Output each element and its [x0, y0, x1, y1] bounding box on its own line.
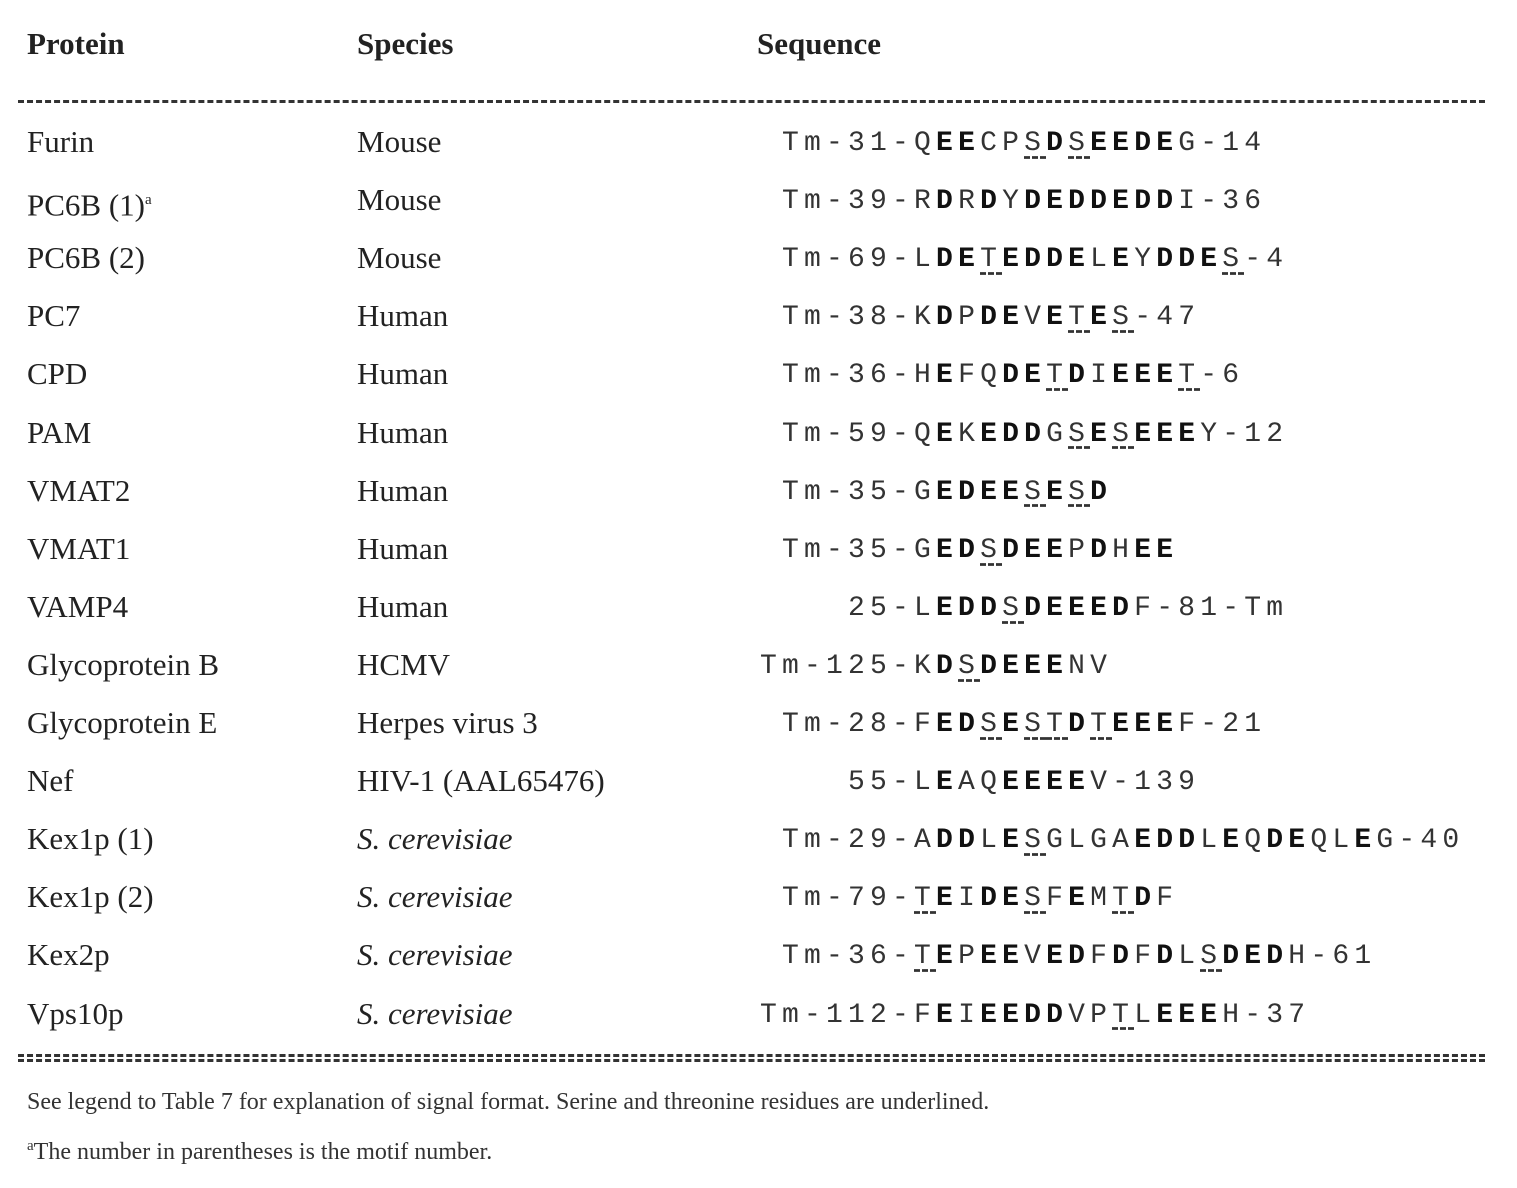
sequence: Tm-36-TEPEEVEDFDFDLSDEDH-61	[782, 939, 1376, 975]
protein: Vps10p	[27, 996, 123, 1031]
protein-cell: PC7	[27, 298, 80, 334]
sequence: Tm-125-KDSDEEENV	[760, 649, 1112, 685]
protein: PC6B (2)	[27, 240, 145, 275]
footnote-text: The number in parentheses is the motif n…	[34, 1139, 493, 1165]
sequence: 25-LEDDSDEEEDF-81-Tm	[848, 591, 1288, 627]
footnote: aThe number in parentheses is the motif …	[27, 1128, 492, 1170]
sequence: Tm-39-RDRDYDEDDEDDI-36	[782, 184, 1266, 220]
sequence: Tm-38-KDPDEVETES-47	[782, 300, 1200, 336]
species: S. cerevisiae	[357, 821, 513, 857]
species: S. cerevisiae	[357, 879, 513, 915]
sequence: Tm-79-TEIDESFEMTDF	[782, 881, 1178, 917]
protein-cell: PC6B (2)	[27, 240, 145, 276]
species: Human	[357, 415, 448, 451]
species: Human	[357, 589, 448, 625]
sequence: Tm-59-QEKEDDGSESEEEY-12	[782, 417, 1288, 453]
protein: Kex1p (1)	[27, 821, 154, 856]
bottom-rule	[18, 1054, 1485, 1057]
species: Human	[357, 298, 448, 334]
sequence: 55-LEAQEEEEV-139	[848, 765, 1200, 801]
species: Herpes virus 3	[357, 705, 538, 741]
sequence: Tm-35-GEDSDEEPDHEE	[782, 533, 1178, 569]
bottom-rule	[18, 1059, 1485, 1062]
species: Human	[357, 473, 448, 509]
species: HIV-1 (AAL65476)	[357, 763, 605, 799]
protein: CPD	[27, 356, 87, 391]
protein: VMAT1	[27, 531, 130, 566]
protein-cell: Vps10p	[27, 996, 123, 1032]
protein-cell: Kex1p (1)	[27, 821, 154, 857]
sequence: Tm-31-QEECPSDSEEDEG-14	[782, 126, 1266, 162]
sequence: Tm-69-LDETEDDELEYDDES-4	[782, 242, 1288, 278]
sequence: Tm-28-FEDSESTDTEEEF-21	[782, 707, 1266, 743]
protein: VAMP4	[27, 589, 128, 624]
protein: Nef	[27, 763, 73, 798]
footnote-marker: a	[27, 1138, 34, 1154]
species: Mouse	[357, 240, 441, 276]
protein-cell: Kex1p (2)	[27, 879, 154, 915]
species: Mouse	[357, 182, 441, 218]
protein-cell: Glycoprotein B	[27, 647, 219, 683]
sequence: Tm-36-HEFQDETDIEEET-6	[782, 358, 1244, 394]
protein-cell: VMAT2	[27, 473, 130, 509]
protein: PC7	[27, 298, 80, 333]
sequence: Tm-35-GEDEESESD	[782, 475, 1112, 511]
species: Human	[357, 356, 448, 392]
protein: PC6B (1)	[27, 187, 145, 222]
protein-cell: Glycoprotein E	[27, 705, 217, 741]
column-header: Species	[357, 26, 453, 62]
footnote-marker: a	[145, 192, 152, 208]
column-header: Protein	[27, 26, 125, 62]
protein-cell: VAMP4	[27, 589, 128, 625]
species: S. cerevisiae	[357, 996, 513, 1032]
protein-cell: CPD	[27, 356, 87, 392]
protein: Glycoprotein B	[27, 647, 219, 682]
protein-cell: Kex2p	[27, 937, 110, 973]
protein-cell: PC6B (1)a	[27, 182, 152, 223]
protein: Furin	[27, 124, 94, 159]
protein: Kex1p (2)	[27, 879, 154, 914]
species: HCMV	[357, 647, 450, 683]
protein: VMAT2	[27, 473, 130, 508]
sequence: Tm-112-FEIEEDDVPTLEEEH-37	[760, 998, 1310, 1034]
protein-cell: Furin	[27, 124, 94, 160]
protein: Glycoprotein E	[27, 705, 217, 740]
protein-cell: VMAT1	[27, 531, 130, 567]
species: Human	[357, 531, 448, 567]
header-rule	[18, 100, 1485, 103]
footnote: See legend to Table 7 for explanation of…	[27, 1084, 989, 1120]
protein: PAM	[27, 415, 91, 450]
column-header: Sequence	[757, 26, 881, 62]
protein-cell: Nef	[27, 763, 73, 799]
protein: Kex2p	[27, 937, 110, 972]
sequence: Tm-29-ADDLESGLGAEDDLEQDEQLEG-40	[782, 823, 1464, 859]
species: Mouse	[357, 124, 441, 160]
species: S. cerevisiae	[357, 937, 513, 973]
protein-cell: PAM	[27, 415, 91, 451]
